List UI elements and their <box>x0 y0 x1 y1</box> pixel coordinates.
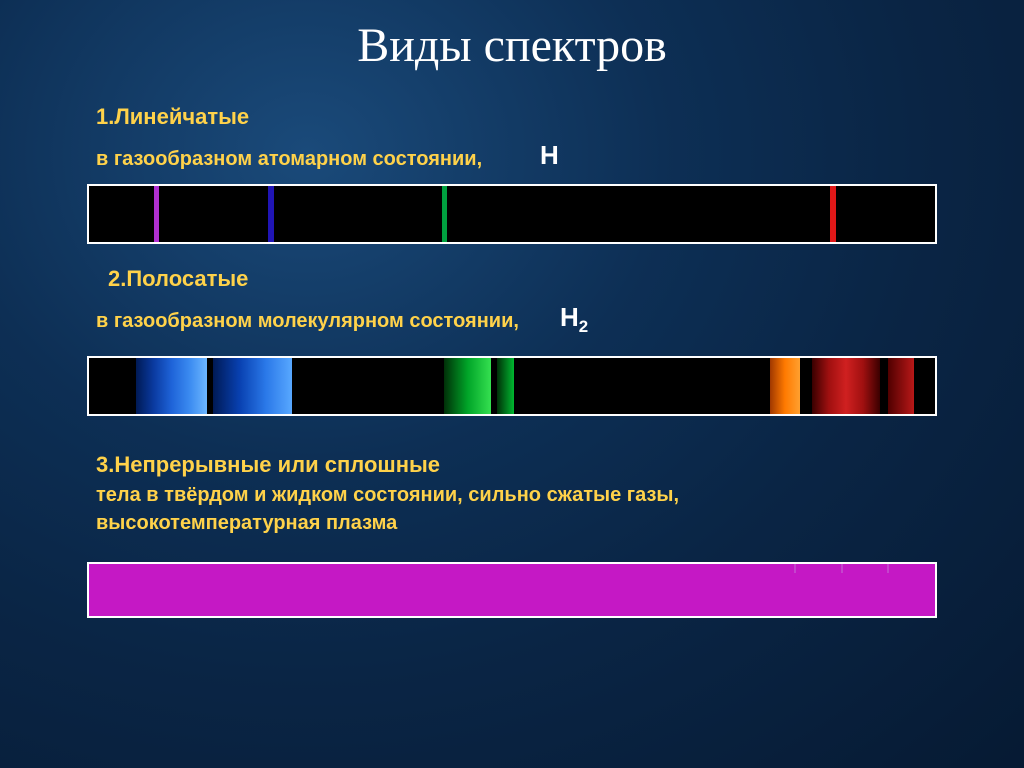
spectrum-continuous <box>87 562 937 618</box>
section3-heading: 3.Непрерывные или сплошные <box>96 452 440 478</box>
emission-band <box>812 358 880 414</box>
section1-element-symbol: H <box>540 140 559 170</box>
spectrum-notch <box>887 564 889 573</box>
emission-band <box>497 358 514 414</box>
emission-line <box>830 186 836 242</box>
emission-band <box>770 358 800 414</box>
emission-band <box>444 358 491 414</box>
spectrum-notch <box>841 564 843 573</box>
page-title: Виды спектров <box>0 18 1024 73</box>
section1-element: H <box>540 140 559 175</box>
emission-band <box>888 358 913 414</box>
emission-line <box>154 186 159 242</box>
spectrum-band-H2 <box>87 356 937 416</box>
emission-line <box>268 186 274 242</box>
emission-band <box>136 358 208 414</box>
section2-element-symbol: H <box>560 302 579 332</box>
emission-line <box>442 186 447 242</box>
section2-element-sub: 2 <box>579 317 588 336</box>
section2-sub: в газообразном молекулярном состоянии, <box>96 310 519 333</box>
section2-heading: 2.Полосатые <box>108 266 248 292</box>
emission-band <box>213 358 293 414</box>
section1-heading: 1.Линейчатые <box>96 104 249 130</box>
spectrum-line-H <box>87 184 937 244</box>
section3-sub2: высокотемпературная плазма <box>96 512 397 535</box>
section2-element: H2 <box>560 302 588 337</box>
spectrum-notch <box>794 564 796 573</box>
section1-sub: в газообразном атомарном состоянии, <box>96 148 482 171</box>
section3-sub: тела в твёрдом и жидком состоянии, сильн… <box>96 484 679 507</box>
